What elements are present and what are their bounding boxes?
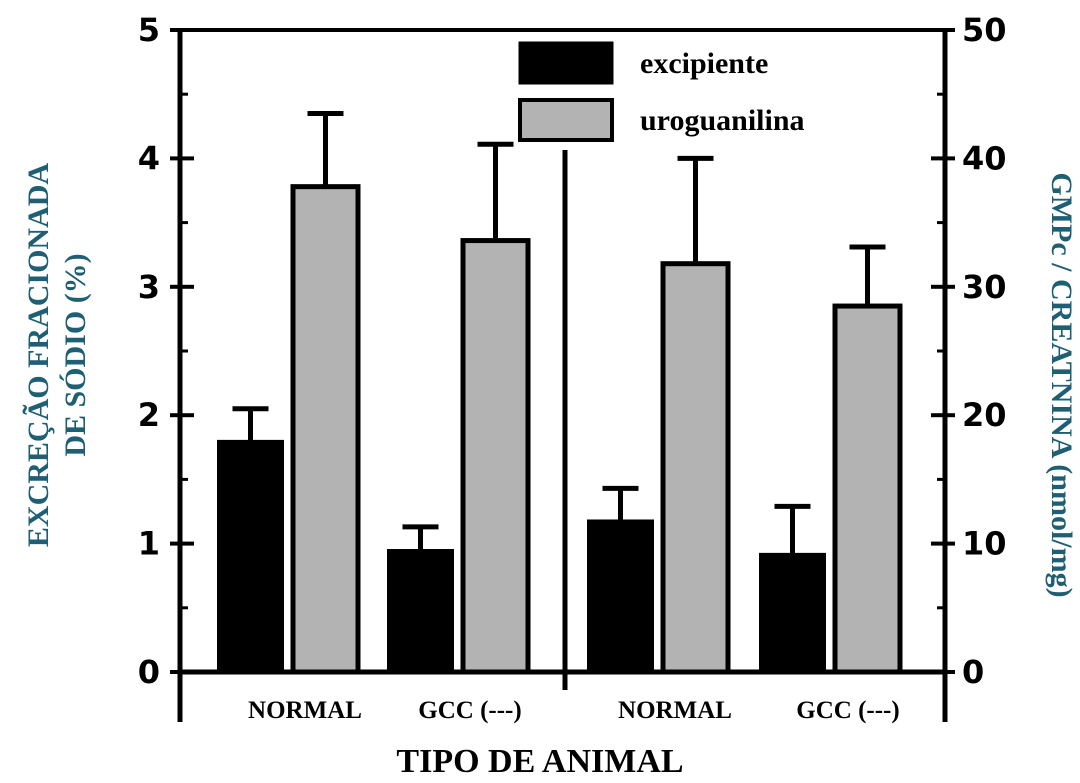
legend-label-excipiente: excipiente <box>640 47 768 80</box>
bar-uroguanilina-1-1 <box>290 184 361 675</box>
bar-excipiente-1-2 <box>387 549 454 674</box>
y-tick-label-right: 40 <box>962 139 1007 177</box>
bar-excipiente-2-2 <box>759 552 826 674</box>
left-y-axis-title-line-1: EXCREÇÃO FRACIONADA <box>22 163 55 548</box>
y-tick-label-left: 5 <box>138 11 160 49</box>
category-label: GCC (---) <box>796 697 899 724</box>
bar-uroguanilina-2-1 <box>660 261 731 675</box>
legend-label-uroguanilina: uroguanilina <box>640 104 805 137</box>
legend-swatch-uroguanilina <box>518 98 614 142</box>
category-label: GCC (---) <box>418 697 521 724</box>
y-tick-label-left: 0 <box>138 653 160 691</box>
bars <box>217 110 903 675</box>
right-y-axis-title: GMPc / CREATNINA (nmol/mg) <box>1045 172 1078 597</box>
bar-excipiente-1-1 <box>217 439 284 673</box>
bar-excipiente-2-1 <box>587 519 654 673</box>
y-tick-label-left: 3 <box>138 268 160 306</box>
x-axis-title: TIPO DE ANIMAL <box>396 743 683 780</box>
y-tick-label-right: 10 <box>962 525 1007 563</box>
category-labels: NORMAL GCC (---) NORMAL GCC (---) <box>248 697 900 724</box>
category-label: NORMAL <box>248 697 362 724</box>
bar-uroguanilina-2-2 <box>832 303 903 675</box>
legend: excipiente uroguanilina <box>518 41 805 142</box>
y-tick-label-right: 30 <box>962 268 1007 306</box>
y-tick-label-right: 50 <box>962 11 1007 49</box>
y-tick-label-right: 20 <box>962 396 1007 434</box>
left-y-axis-title-line-2: DE SÓDIO (%) <box>59 253 92 456</box>
legend-swatch-excipiente <box>518 41 614 85</box>
y-tick-label-left: 4 <box>138 139 160 177</box>
bar-uroguanilina-1-2 <box>460 238 531 675</box>
y-tick-label-left: 2 <box>138 396 160 434</box>
y-tick-label-right: 0 <box>962 653 984 691</box>
y-tick-label-left: 1 <box>138 525 160 563</box>
category-label: NORMAL <box>618 697 732 724</box>
